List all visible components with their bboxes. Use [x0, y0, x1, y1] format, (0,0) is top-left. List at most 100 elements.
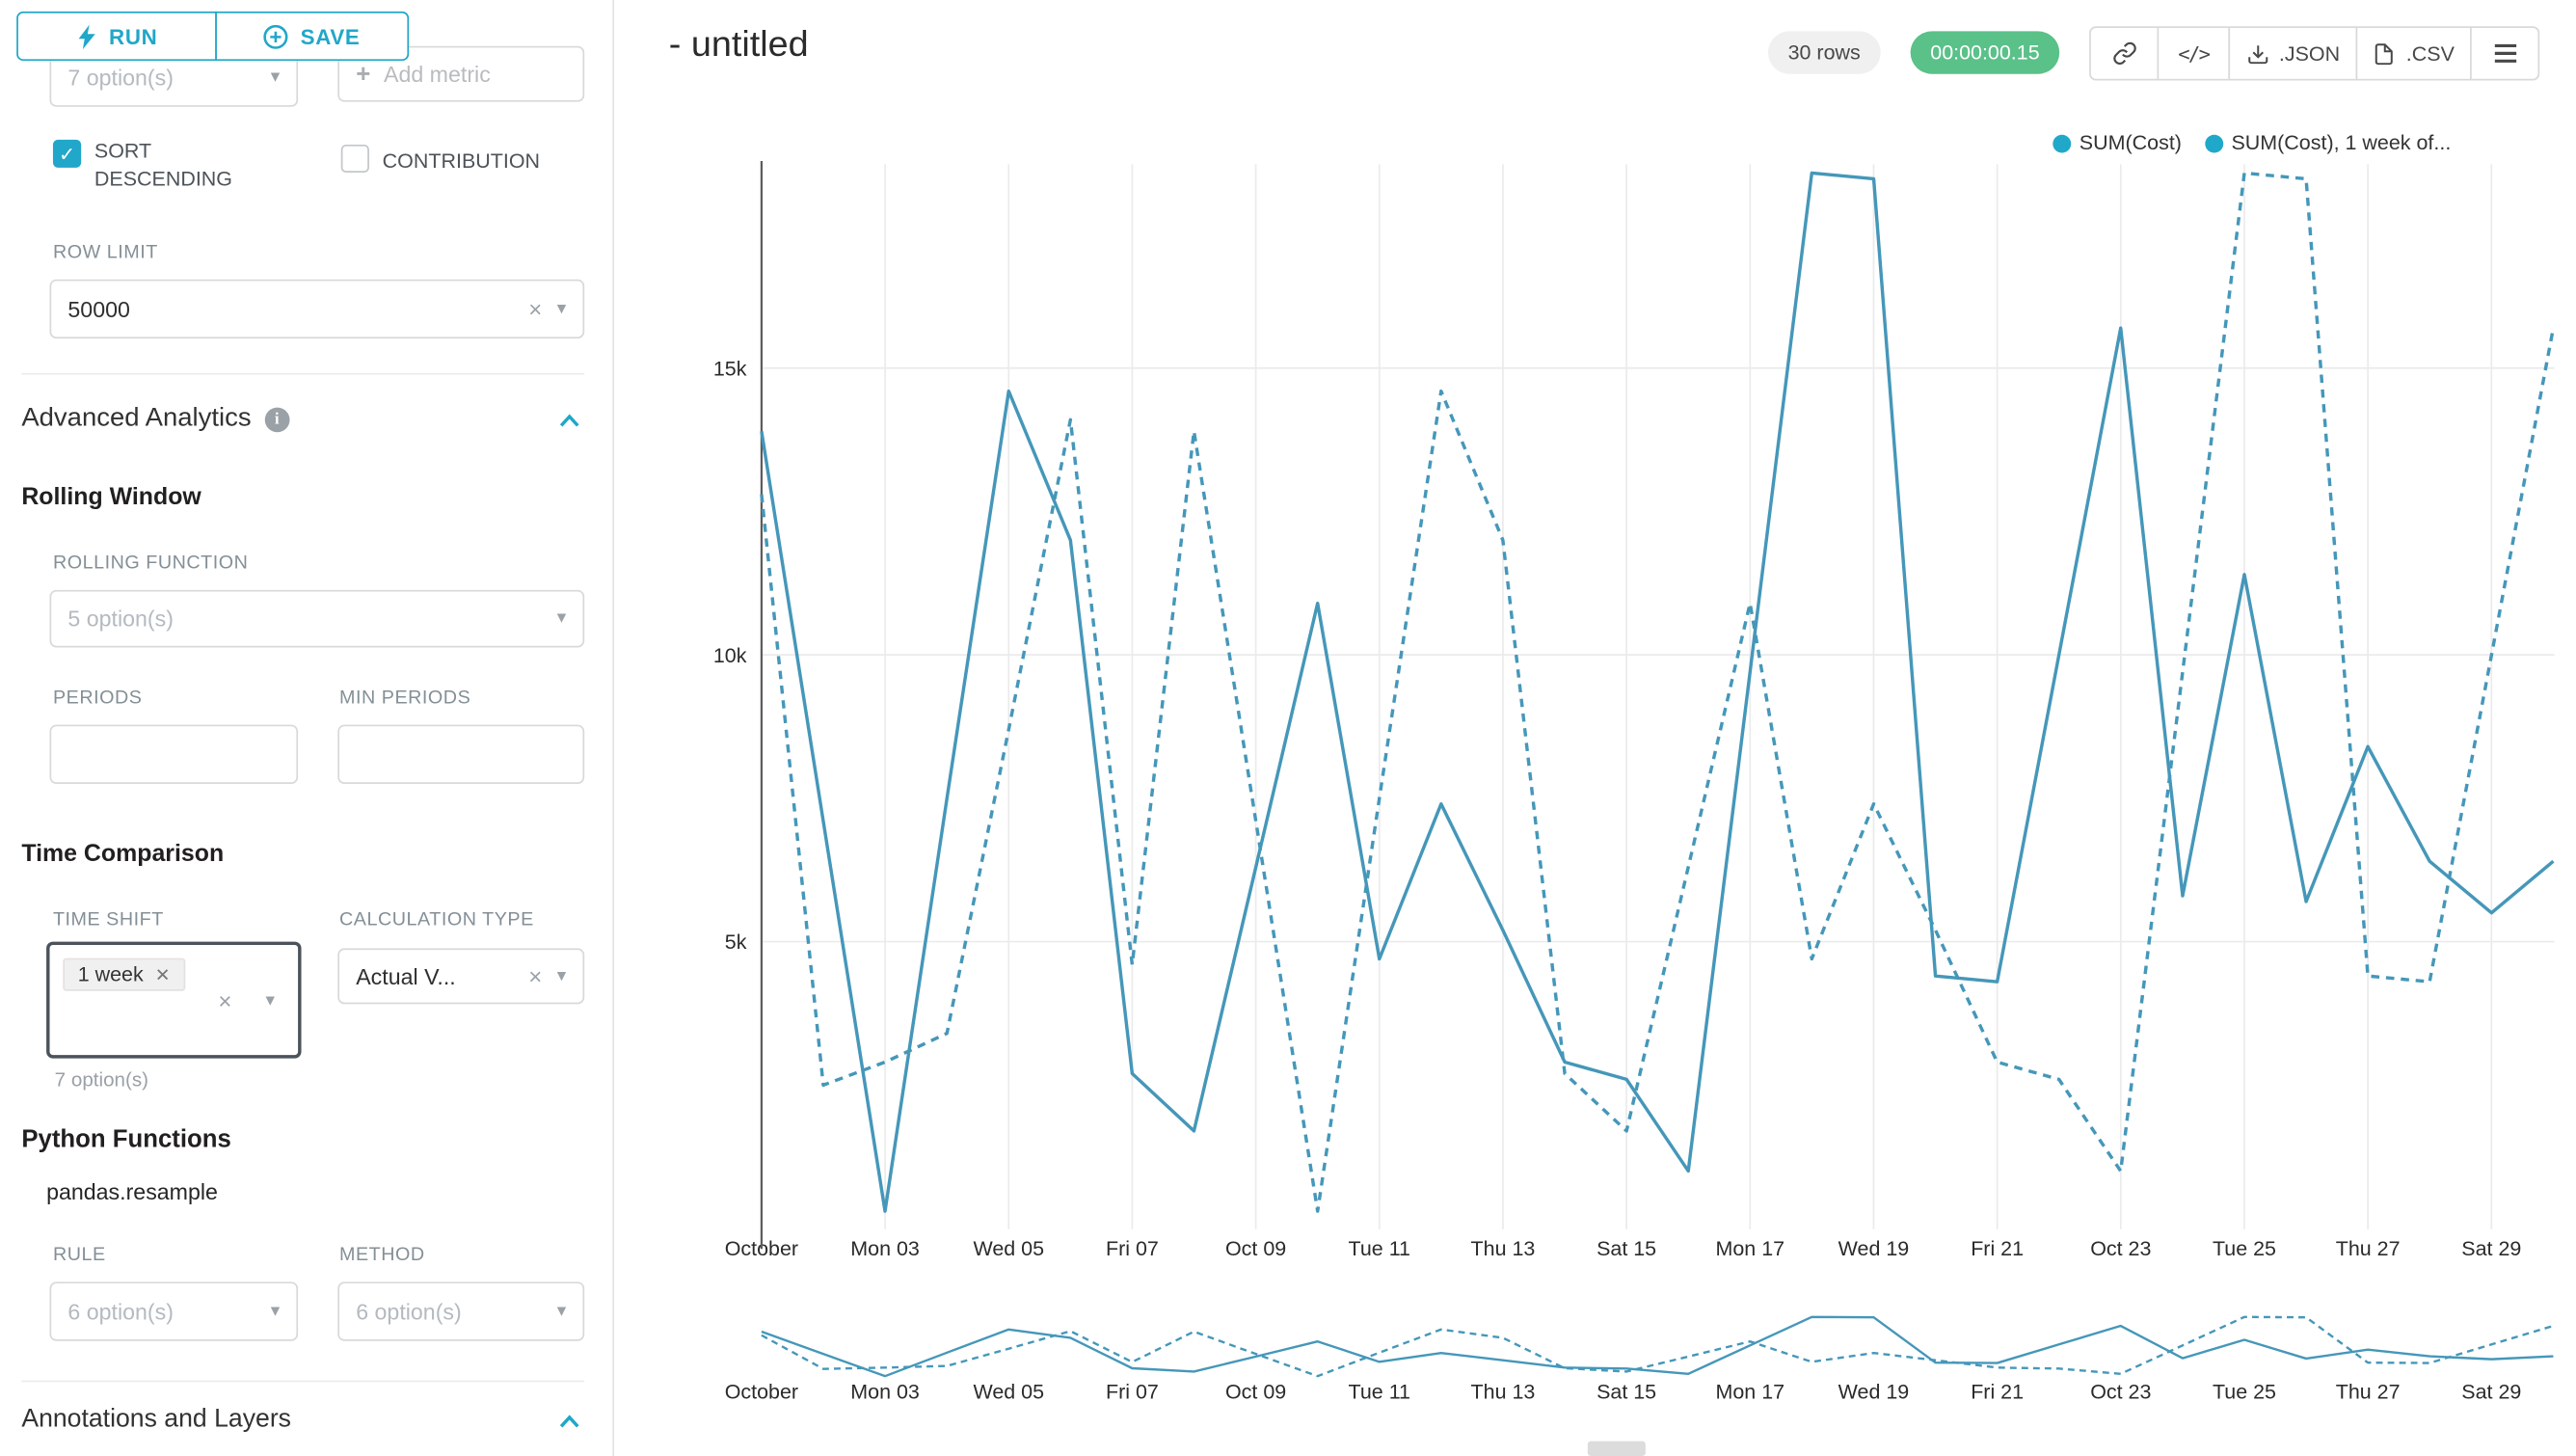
min-periods-input[interactable]	[337, 724, 585, 784]
sort-descending-label: SORT DESCENDING	[94, 139, 232, 191]
svg-text:Wed 05: Wed 05	[973, 1380, 1044, 1403]
legend-dot-icon	[2053, 133, 2072, 152]
rolling-function-value: 5 option(s)	[67, 606, 174, 632]
svg-text:5k: 5k	[725, 930, 747, 954]
svg-text:Sat 29: Sat 29	[2461, 1380, 2521, 1403]
svg-text:Thu 27: Thu 27	[2336, 1380, 2401, 1403]
svg-text:Mon 17: Mon 17	[1716, 1380, 1785, 1403]
legend-label: SUM(Cost)	[2079, 131, 2182, 155]
min-periods-label: MIN PERIODS	[339, 688, 471, 709]
svg-text:Oct 23: Oct 23	[2090, 1237, 2151, 1260]
row-count-badge: 30 rows	[1767, 31, 1881, 74]
add-metric-button[interactable]: + Add metric	[337, 45, 585, 102]
lightning-icon	[78, 23, 95, 49]
periods-label: PERIODS	[52, 688, 143, 709]
time-shift-multiselect[interactable]: 1 week ✕ × ▾	[46, 941, 302, 1059]
export-csv-button[interactable]: .CSV	[2355, 26, 2472, 81]
legend-dot-icon	[2204, 133, 2223, 152]
time-shift-label: TIME SHIFT	[52, 910, 164, 930]
contribution-checkbox[interactable]	[340, 144, 369, 173]
svg-text:Mon 03: Mon 03	[850, 1380, 920, 1403]
svg-text:Tue 11: Tue 11	[1349, 1380, 1410, 1403]
svg-text:Sat 29: Sat 29	[2461, 1237, 2521, 1260]
svg-text:Mon 03: Mon 03	[850, 1237, 920, 1260]
row-limit-value: 50000	[67, 296, 130, 322]
add-metric-label: Add metric	[383, 61, 491, 87]
resize-handle[interactable]	[1587, 1441, 1646, 1456]
row-limit-select[interactable]: 50000 × ▾	[49, 279, 585, 339]
advanced-analytics-title: Advanced Analytics	[21, 404, 252, 433]
rolling-window-title: Rolling Window	[21, 484, 201, 512]
plus-icon: +	[356, 60, 371, 89]
export-json-button[interactable]: .JSON	[2228, 26, 2358, 81]
periods-input[interactable]	[49, 724, 299, 784]
chart-title: - untitled	[668, 22, 809, 65]
chevron-up-icon[interactable]	[558, 1414, 581, 1430]
plus-circle-icon	[264, 24, 289, 48]
row-limit-label: ROW LIMIT	[52, 243, 158, 263]
rule-select[interactable]: 6 option(s) ▾	[49, 1281, 299, 1341]
chevron-up-icon[interactable]	[558, 413, 581, 429]
legend-label: SUM(Cost), 1 week of...	[2231, 131, 2452, 155]
pandas-resample-label: pandas.resample	[46, 1179, 218, 1205]
run-button-label: RUN	[109, 23, 158, 49]
download-icon	[2247, 44, 2267, 64]
file-icon	[2375, 42, 2394, 65]
sort-descending-checkbox[interactable]: ✓	[52, 139, 82, 168]
python-functions-title: Python Functions	[21, 1125, 231, 1154]
more-options-button[interactable]	[2470, 26, 2540, 81]
rule-label: RULE	[52, 1245, 106, 1266]
calculation-type-label: CALCULATION TYPE	[339, 910, 534, 930]
save-button[interactable]: SAVE	[215, 11, 410, 62]
svg-text:15k: 15k	[713, 358, 747, 381]
method-value: 6 option(s)	[356, 1299, 462, 1324]
metrics-select-value: 7 option(s)	[67, 66, 174, 91]
svg-text:Wed 19: Wed 19	[1838, 1380, 1910, 1403]
time-shift-tag-label: 1 week	[77, 962, 144, 986]
svg-text:Tue 11: Tue 11	[1349, 1237, 1410, 1260]
advanced-analytics-header[interactable]: Advanced Analytics i	[21, 404, 290, 434]
copy-link-button[interactable]	[2089, 26, 2160, 81]
svg-text:Thu 13: Thu 13	[1471, 1380, 1536, 1403]
clear-icon[interactable]: ×	[218, 987, 232, 1014]
method-label: METHOD	[339, 1245, 425, 1266]
time-comparison-title: Time Comparison	[21, 841, 225, 868]
svg-text:10k: 10k	[713, 644, 747, 667]
embed-code-button[interactable]: </>	[2157, 26, 2231, 81]
legend-item-sum-cost-offset[interactable]: SUM(Cost), 1 week of...	[2204, 131, 2452, 155]
time-shift-hint: 7 option(s)	[54, 1067, 149, 1092]
svg-text:Wed 19: Wed 19	[1838, 1237, 1910, 1260]
tag-remove-icon[interactable]: ✕	[154, 965, 171, 985]
svg-text:October: October	[725, 1380, 798, 1403]
svg-text:Fri 21: Fri 21	[1971, 1237, 2024, 1260]
contribution-label: CONTRIBUTION	[382, 149, 541, 173]
rule-value: 6 option(s)	[67, 1299, 174, 1324]
run-save-bar: RUN SAVE	[16, 11, 410, 62]
clear-icon[interactable]: ×	[528, 295, 543, 323]
chevron-down-icon: ▾	[556, 965, 567, 985]
svg-text:Mon 17: Mon 17	[1716, 1237, 1785, 1260]
svg-text:Sat 15: Sat 15	[1597, 1237, 1656, 1260]
svg-text:Thu 13: Thu 13	[1471, 1237, 1536, 1260]
section-divider	[21, 372, 585, 375]
calculation-type-select[interactable]: Actual V... × ▾	[337, 948, 585, 1005]
svg-text:Tue 25: Tue 25	[2213, 1380, 2276, 1403]
rolling-function-select[interactable]: 5 option(s) ▾	[49, 589, 585, 648]
calculation-type-value: Actual V...	[356, 963, 456, 989]
annotations-layers-header[interactable]: Annotations and Layers	[21, 1405, 291, 1435]
time-shift-tag[interactable]: 1 week ✕	[63, 957, 186, 991]
rolling-function-label: ROLLING FUNCTION	[52, 553, 249, 574]
method-select[interactable]: 6 option(s) ▾	[337, 1281, 585, 1341]
clear-icon[interactable]: ×	[528, 962, 543, 989]
save-button-label: SAVE	[300, 23, 361, 49]
export-json-label: .JSON	[2278, 41, 2341, 66]
legend-item-sum-cost[interactable]: SUM(Cost)	[2053, 131, 2182, 154]
run-button[interactable]: RUN	[16, 11, 217, 62]
code-icon: </>	[2178, 41, 2211, 66]
chevron-down-icon: ▾	[556, 1300, 567, 1321]
svg-text:Oct 09: Oct 09	[1225, 1237, 1286, 1260]
annotations-layers-title: Annotations and Layers	[21, 1405, 292, 1434]
chart-panel: October October Mon 03 Mon 03 Wed 05 Wed 05 Fr…	[614, 0, 2576, 1456]
